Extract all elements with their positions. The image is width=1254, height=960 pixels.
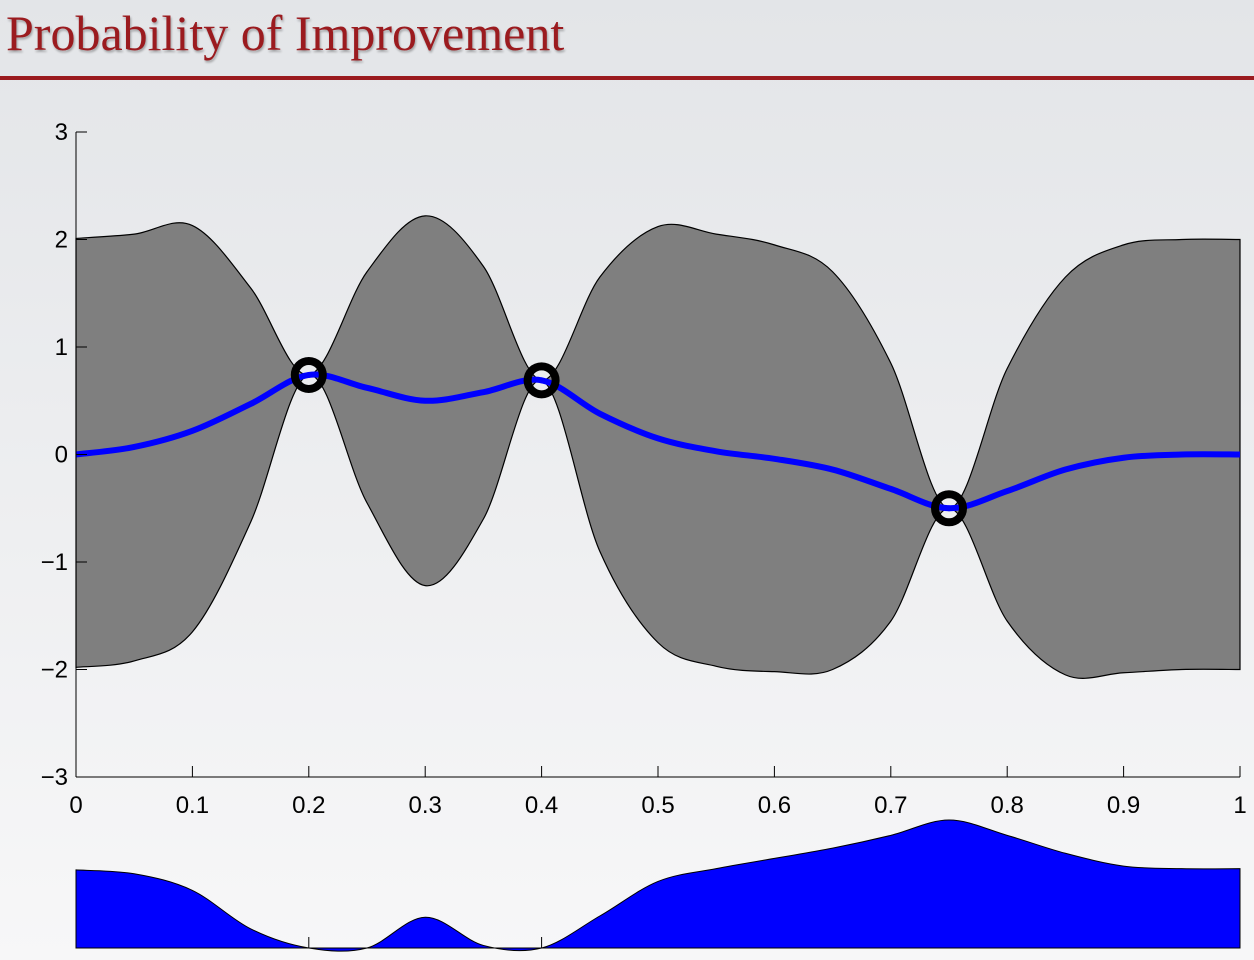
- x-tick-label: 1: [1233, 792, 1246, 819]
- acquisition-area: [75, 819, 1241, 952]
- x-tick-label: 0.1: [176, 792, 209, 819]
- title-rule: [0, 76, 1254, 80]
- y-tick-label: 2: [55, 227, 68, 254]
- y-tick-label: 3: [55, 119, 68, 146]
- observation: [290, 356, 327, 393]
- observation: [931, 490, 967, 527]
- observation-center: [305, 371, 312, 378]
- observation-center: [538, 377, 545, 384]
- x-tick-label: 0.3: [409, 792, 442, 819]
- x-tick-label: 0.5: [641, 792, 674, 819]
- x-tick-label: 0.6: [758, 792, 791, 819]
- slide-title: Probability of Improvement: [6, 5, 564, 61]
- y-tick-label: 1: [55, 334, 68, 361]
- x-tick-label: 0.7: [874, 792, 907, 819]
- y-tick-label: 0: [55, 442, 68, 469]
- x-tick-label: 0.4: [525, 792, 558, 819]
- observation-center: [946, 505, 952, 512]
- x-tick-label: 0: [69, 792, 82, 819]
- x-tick-label: 0.2: [292, 792, 325, 819]
- x-tick-label: 0.8: [991, 792, 1024, 819]
- y-tick-label: −3: [41, 764, 68, 791]
- observation: [523, 362, 560, 399]
- y-tick-label: −1: [41, 549, 68, 576]
- y-tick-label: −2: [41, 657, 68, 684]
- mean-line: [75, 371, 1241, 512]
- x-tick-label: 0.9: [1107, 792, 1140, 819]
- confidence-band: [75, 215, 1241, 679]
